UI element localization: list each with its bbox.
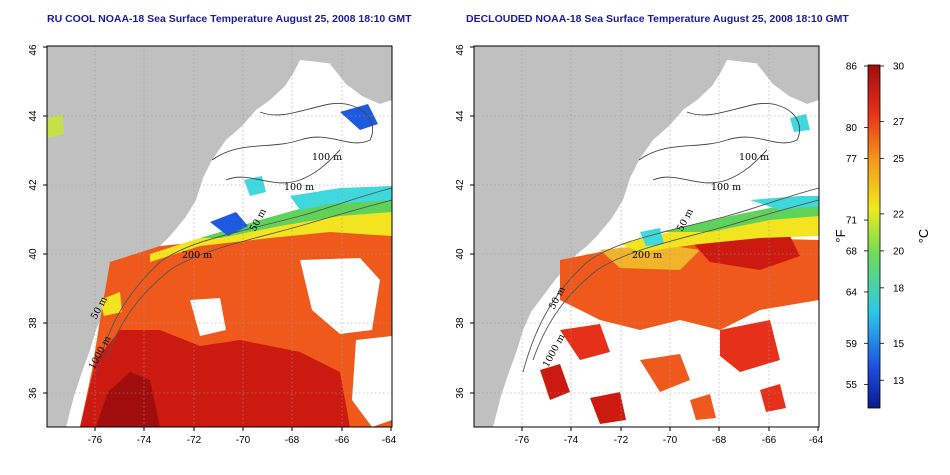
isobath-label: 100 m bbox=[739, 152, 769, 163]
colorbar-ticks: 30 27 25 22 20 18 15 13 86 80 77 71 68 64 59 55 bbox=[846, 62, 905, 391]
x-tick: -72 bbox=[187, 435, 202, 446]
x-tick: -64 bbox=[809, 435, 824, 446]
y-tick: 42 bbox=[455, 179, 466, 191]
colorbar-gradient bbox=[867, 64, 881, 409]
y-tick: 38 bbox=[455, 317, 466, 329]
y-tick: 46 bbox=[455, 44, 466, 56]
x-axis-ticks: -76 -74 -72 -70 -68 -66 -64 bbox=[88, 435, 397, 446]
fahrenheit-tick: 80 bbox=[846, 123, 858, 134]
celsius-label: °C bbox=[916, 229, 931, 244]
celsius-tick: 22 bbox=[893, 209, 905, 220]
celsius-tick: 30 bbox=[893, 62, 905, 73]
x-axis-ticks: -76 -74 -72 -70 -68 -66 -64 bbox=[515, 435, 824, 446]
fahrenheit-tick: 86 bbox=[846, 62, 858, 73]
panel-title: RU COOL NOAA-18 Sea Surface Temperature … bbox=[47, 13, 412, 25]
y-tick: 42 bbox=[28, 179, 39, 191]
fahrenheit-label: °F bbox=[833, 229, 848, 242]
isobath-label: 100 m bbox=[284, 182, 314, 193]
fahrenheit-tick: 64 bbox=[846, 287, 858, 298]
map-area bbox=[47, 46, 392, 427]
x-tick: -68 bbox=[285, 435, 300, 446]
panel-raw: RU COOL NOAA-18 Sea Surface Temperature … bbox=[28, 13, 412, 446]
land-mass bbox=[474, 46, 819, 427]
isobath-label: 200 m bbox=[632, 250, 662, 261]
y-tick: 44 bbox=[28, 110, 39, 122]
panel-declouded: DECLOUDED NOAA-18 Sea Surface Temperatur… bbox=[455, 13, 849, 446]
x-tick: -70 bbox=[663, 435, 678, 446]
x-tick: -76 bbox=[88, 435, 103, 446]
y-tick: 40 bbox=[455, 248, 466, 260]
y-tick: 40 bbox=[28, 248, 39, 260]
y-axis-ticks: 36 38 40 42 44 46 bbox=[28, 44, 39, 399]
x-tick: -68 bbox=[712, 435, 727, 446]
isobath-label: 100 m bbox=[312, 152, 342, 163]
y-tick: 44 bbox=[455, 110, 466, 122]
map-area bbox=[474, 46, 819, 427]
fahrenheit-tick: 68 bbox=[846, 246, 858, 257]
colorbar: 30 27 25 22 20 18 15 13 86 80 77 71 68 64 59 55 °F °C bbox=[833, 62, 931, 409]
land-mass bbox=[47, 46, 392, 427]
celsius-tick: 18 bbox=[893, 283, 905, 294]
celsius-tick: 25 bbox=[893, 154, 905, 165]
fahrenheit-tick: 55 bbox=[846, 380, 858, 391]
x-tick: -70 bbox=[236, 435, 251, 446]
y-tick: 36 bbox=[455, 387, 466, 399]
fahrenheit-tick: 77 bbox=[846, 154, 858, 165]
y-tick: 46 bbox=[28, 44, 39, 56]
y-tick: 38 bbox=[28, 317, 39, 329]
x-tick: -66 bbox=[762, 435, 777, 446]
x-tick: -74 bbox=[137, 435, 152, 446]
x-tick: -76 bbox=[515, 435, 530, 446]
x-tick: -66 bbox=[335, 435, 350, 446]
y-axis-ticks: 36 38 40 42 44 46 bbox=[455, 44, 466, 399]
celsius-tick: 15 bbox=[893, 339, 905, 350]
x-tick: -74 bbox=[564, 435, 579, 446]
isobath-label: 100 m bbox=[711, 182, 741, 193]
celsius-tick: 13 bbox=[893, 376, 905, 387]
isobath-label: 200 m bbox=[182, 250, 212, 261]
y-tick: 36 bbox=[28, 387, 39, 399]
panel-title: DECLOUDED NOAA-18 Sea Surface Temperatur… bbox=[466, 13, 849, 25]
fahrenheit-tick: 71 bbox=[846, 216, 858, 227]
x-tick: -64 bbox=[382, 435, 397, 446]
land-nova-scotia bbox=[330, 52, 392, 104]
celsius-tick: 27 bbox=[893, 117, 905, 128]
x-tick: -72 bbox=[614, 435, 629, 446]
celsius-tick: 20 bbox=[893, 246, 905, 257]
fahrenheit-tick: 59 bbox=[846, 339, 858, 350]
